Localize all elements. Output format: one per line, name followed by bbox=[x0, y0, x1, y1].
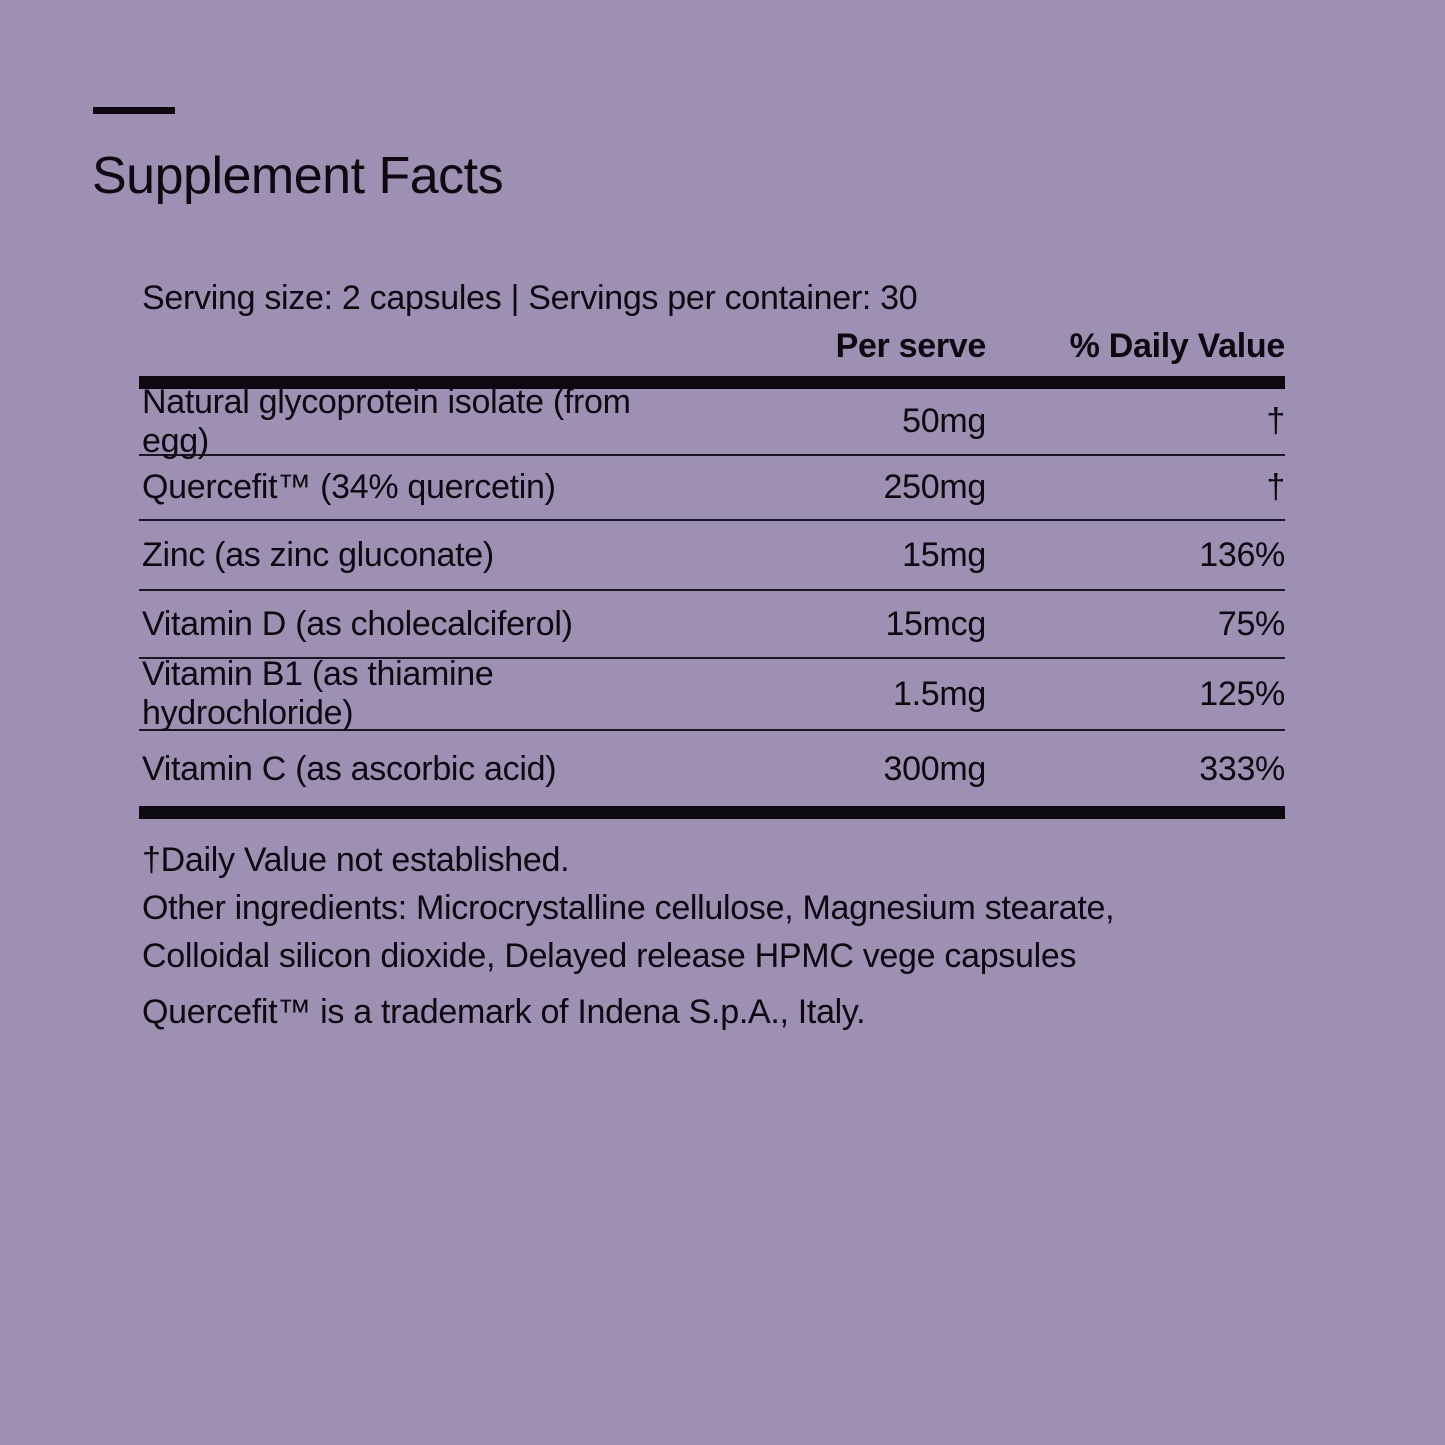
daily-value: 75% bbox=[1217, 604, 1285, 643]
ingredient-name: Vitamin C (as ascorbic acid) bbox=[142, 749, 557, 788]
table-row: Natural glycoprotein isolate (from egg) … bbox=[139, 383, 1285, 460]
column-header-daily-value: % Daily Value bbox=[1069, 327, 1286, 365]
title-dash-decoration bbox=[93, 107, 175, 114]
footnotes: †Daily Value not established. Other ingr… bbox=[142, 836, 1152, 1036]
table-row: Quercefit™ (34% quercetin) 250mg † bbox=[139, 456, 1285, 521]
table-row: Zinc (as zinc gluconate) 15mg 136% bbox=[139, 521, 1285, 591]
top-divider bbox=[139, 376, 1285, 389]
daily-value: 333% bbox=[1199, 749, 1285, 788]
bottom-divider bbox=[139, 806, 1285, 819]
page-title: Supplement Facts bbox=[92, 147, 504, 205]
amount: 250mg bbox=[883, 468, 987, 506]
other-ingredients: Other ingredients: Microcrystalline cell… bbox=[142, 889, 1115, 975]
trademark-note: Quercefit™ is a trademark of Indena S.p.… bbox=[142, 993, 866, 1031]
daily-value: 136% bbox=[1199, 535, 1285, 574]
amount: 1.5mg bbox=[893, 674, 986, 713]
table-row: Vitamin B1 (as thiamine hydrochloride) 1… bbox=[139, 655, 1285, 732]
daily-value: † bbox=[1266, 402, 1285, 440]
facts-table: Natural glycoprotein isolate (from egg) … bbox=[139, 383, 1285, 807]
ingredient-name: Zinc (as zinc gluconate) bbox=[142, 535, 494, 574]
table-row: Vitamin C (as ascorbic acid) 300mg 333% bbox=[139, 731, 1285, 807]
amount: 15mcg bbox=[885, 604, 986, 643]
daily-value: † bbox=[1266, 468, 1285, 506]
daily-value: 125% bbox=[1199, 674, 1285, 713]
column-header-per-serve: Per serve bbox=[835, 327, 987, 365]
ingredient-name: Vitamin B1 (as thiamine hydrochloride) bbox=[142, 655, 494, 732]
serving-info: Serving size: 2 capsules | Servings per … bbox=[142, 279, 918, 317]
amount: 15mg bbox=[902, 535, 986, 574]
ingredient-name: Natural glycoprotein isolate (from egg) bbox=[142, 382, 631, 460]
amount: 50mg bbox=[902, 402, 986, 440]
amount: 300mg bbox=[883, 749, 987, 788]
table-row: Vitamin D (as cholecalciferol) 15mcg 75% bbox=[139, 591, 1285, 659]
ingredient-name: Quercefit™ (34% quercetin) bbox=[142, 468, 556, 506]
dagger-note: †Daily Value not established. bbox=[142, 841, 570, 879]
ingredient-name: Vitamin D (as cholecalciferol) bbox=[142, 604, 573, 643]
